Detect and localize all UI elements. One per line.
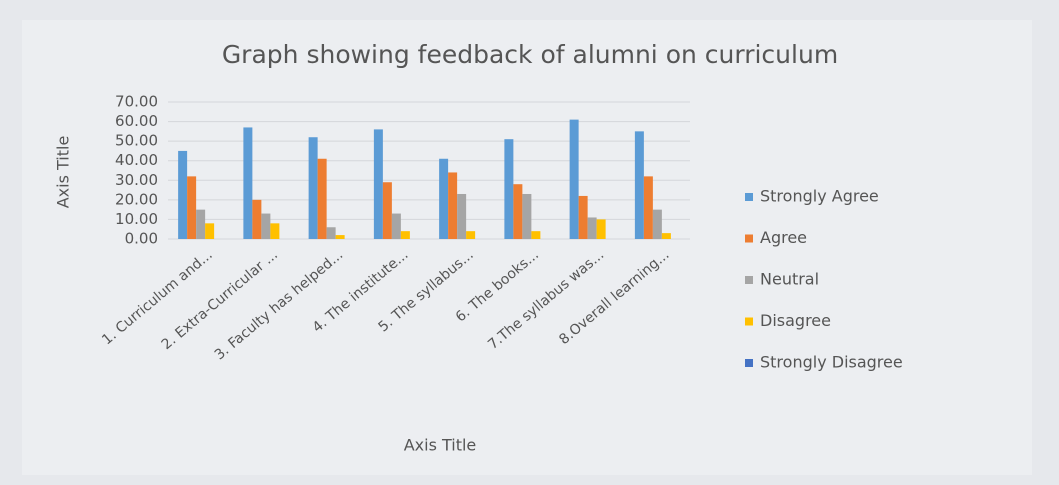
bar [270,223,280,239]
legend-label: Disagree [760,311,831,330]
y-axis-title: Axis Title [54,136,73,209]
bar [373,129,383,239]
bar [513,184,523,239]
bar [522,193,532,239]
legend-label: Strongly Disagree [760,353,903,372]
legend-label: Agree [760,228,807,247]
legend-label: Neutral [760,270,819,289]
bar [578,195,588,239]
bar [196,209,206,239]
bar [205,223,215,239]
bar [587,217,597,239]
bar [326,227,336,239]
bar [335,235,345,239]
y-tick-label: 50.00 [115,132,158,150]
legend-swatch [745,234,753,243]
bar [448,172,458,239]
bar [652,209,662,239]
bar [643,176,653,239]
bar [261,213,271,239]
bar [252,199,262,239]
bar [243,127,253,239]
bar [178,150,188,239]
legend-swatch [745,193,753,201]
bar [634,131,644,239]
y-tick-label: 10.00 [115,210,158,228]
y-tick-label: 20.00 [115,190,158,208]
bar [317,158,327,239]
y-tick-label: 30.00 [115,171,158,189]
bar [531,231,541,239]
y-tick-label: 70.00 [115,93,158,111]
x-axis-title: Axis Title [404,436,477,455]
bar [596,219,606,239]
bar [661,233,671,239]
bar [308,137,318,239]
bar [504,139,514,239]
bar [439,158,449,239]
bar [466,231,476,239]
legend-swatch [745,276,753,284]
chart-title: Graph showing feedback of alumni on curr… [222,40,838,69]
bar [382,182,392,239]
legend-swatch [745,359,753,367]
bar [400,231,410,239]
y-tick-label: 40.00 [115,151,158,169]
legend-label: Strongly Agree [760,187,879,206]
bar [569,119,579,239]
y-tick-label: 0.00 [125,230,158,248]
legend-swatch [745,317,753,326]
bar [187,176,197,239]
bar [457,193,467,239]
bar [391,213,401,239]
chart-area [22,20,1032,475]
y-tick-label: 60.00 [115,112,158,130]
